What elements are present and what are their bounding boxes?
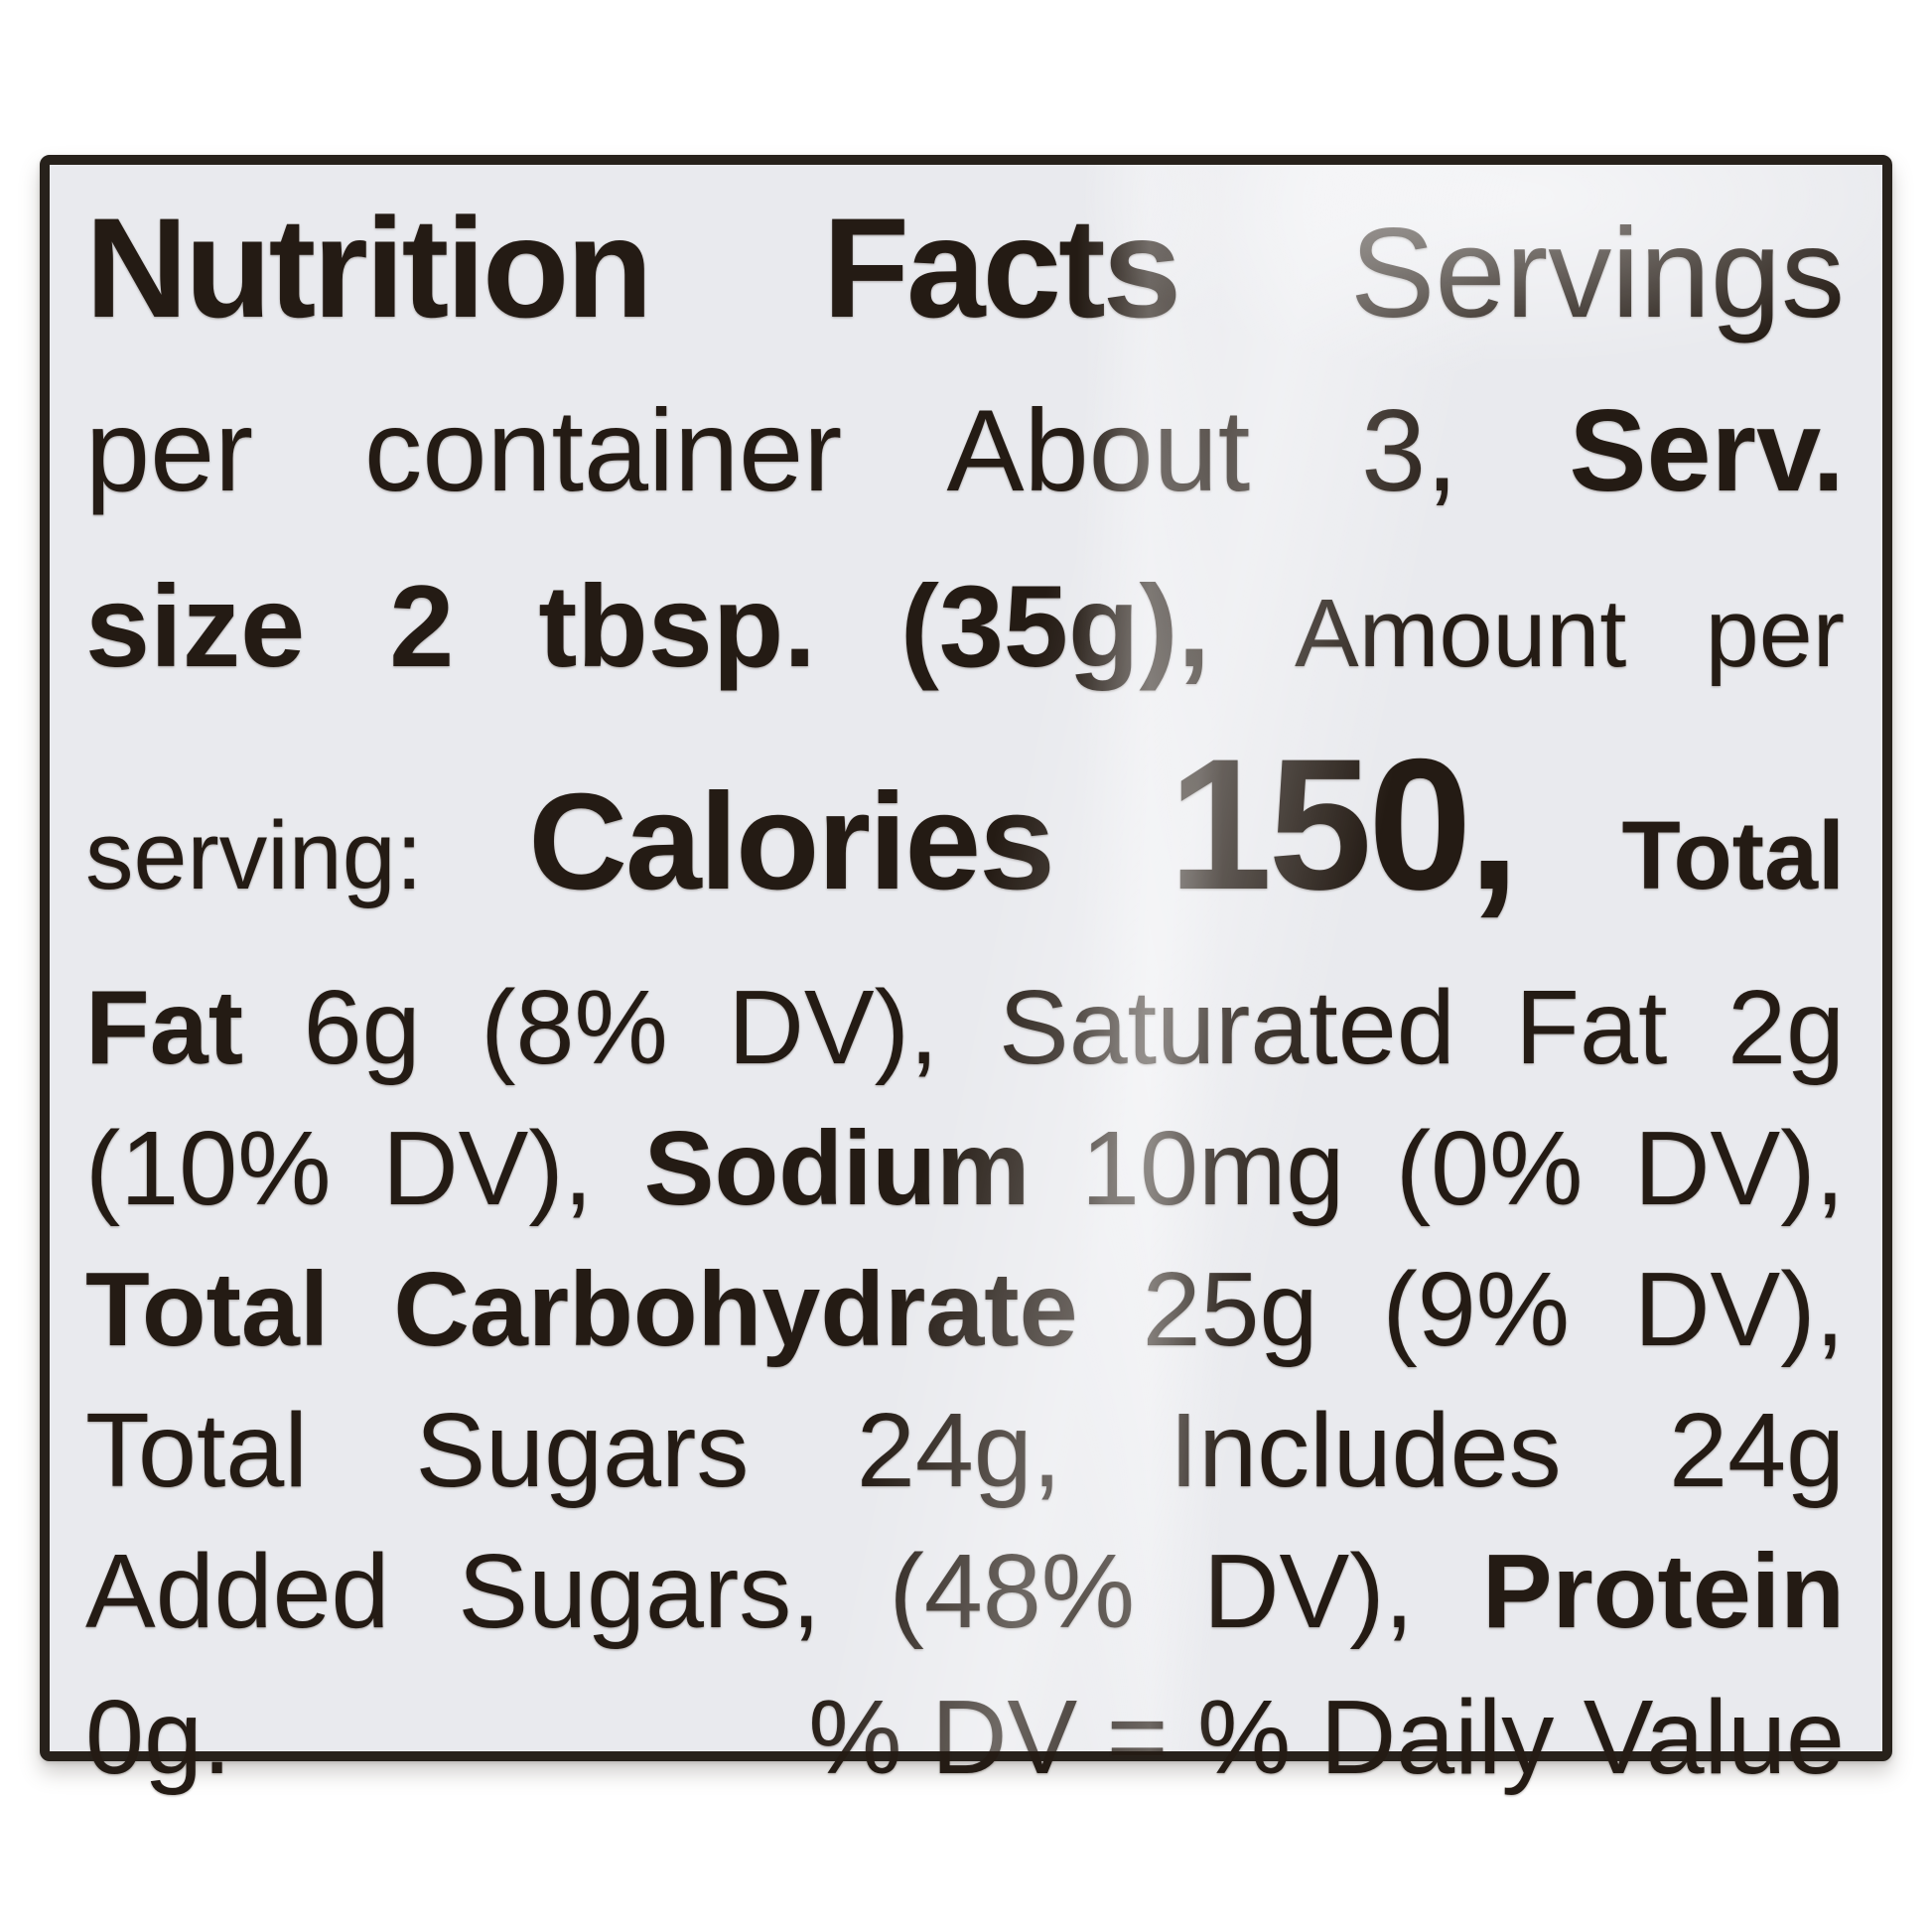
label-line-5: Fat 6g (8% DV), Saturated Fat 2g xyxy=(85,957,1845,1098)
label-line-1: Nutrition Facts Servings xyxy=(85,179,1845,364)
total-sugars-text: Total Sugars 24g, Includes 24g xyxy=(85,1392,1845,1509)
total-fat-label-start: Total xyxy=(1515,801,1845,909)
total-carbohydrate-label: Total Carbohydrate xyxy=(85,1251,1078,1368)
label-line-4: serving: Calories 150, Total xyxy=(85,723,1845,957)
label-line-10: 0g. % DV = % Daily Value xyxy=(85,1662,1845,1813)
serving-text: serving: xyxy=(85,801,529,909)
amount-per-text: Amount per xyxy=(1295,579,1845,687)
calories-value: 150, xyxy=(1168,720,1520,928)
daily-value-footnote: % DV = % Daily Value xyxy=(808,1679,1845,1796)
fat-and-saturated-fat-values: 6g (8% DV), Saturated Fat 2g xyxy=(243,969,1845,1086)
label-line-3: size 2 tbsp. (35g), Amount per xyxy=(85,537,1845,723)
servings-per-container-text: per container About 3, xyxy=(85,385,1570,515)
label-line-9: Added Sugars, (48% DV), Protein xyxy=(85,1521,1845,1662)
sodium-value: 10mg (0% DV), xyxy=(1030,1110,1845,1227)
nutrition-facts-title: Nutrition Facts xyxy=(85,190,1181,347)
protein-value: 0g. xyxy=(85,1679,232,1796)
label-line-8: Total Sugars 24g, Includes 24g xyxy=(85,1380,1845,1521)
serving-size-label-start: Serv. xyxy=(1569,385,1845,515)
servings-heading: Servings xyxy=(1178,203,1845,345)
protein-label: Protein xyxy=(1481,1533,1845,1650)
nutrition-facts-label: Nutrition Facts Servings per container A… xyxy=(40,155,1892,1796)
saturated-fat-dv-text: (10% DV), xyxy=(85,1110,644,1227)
serving-size-value: size 2 tbsp. (35g), xyxy=(85,561,1295,691)
total-carbohydrate-value: 25g (9% DV), xyxy=(1077,1251,1845,1368)
calories-label: Calories xyxy=(528,765,1169,918)
label-line-6: (10% DV), Sodium 10mg (0% DV), xyxy=(85,1098,1845,1239)
label-line-2: per container About 3, Serv. xyxy=(85,364,1845,537)
total-fat-label-end: Fat xyxy=(85,969,243,1086)
label-line-7: Total Carbohydrate 25g (9% DV), xyxy=(85,1239,1845,1380)
sodium-label: Sodium xyxy=(643,1110,1031,1227)
added-sugars-text: Added Sugars, (48% DV), xyxy=(85,1533,1482,1650)
